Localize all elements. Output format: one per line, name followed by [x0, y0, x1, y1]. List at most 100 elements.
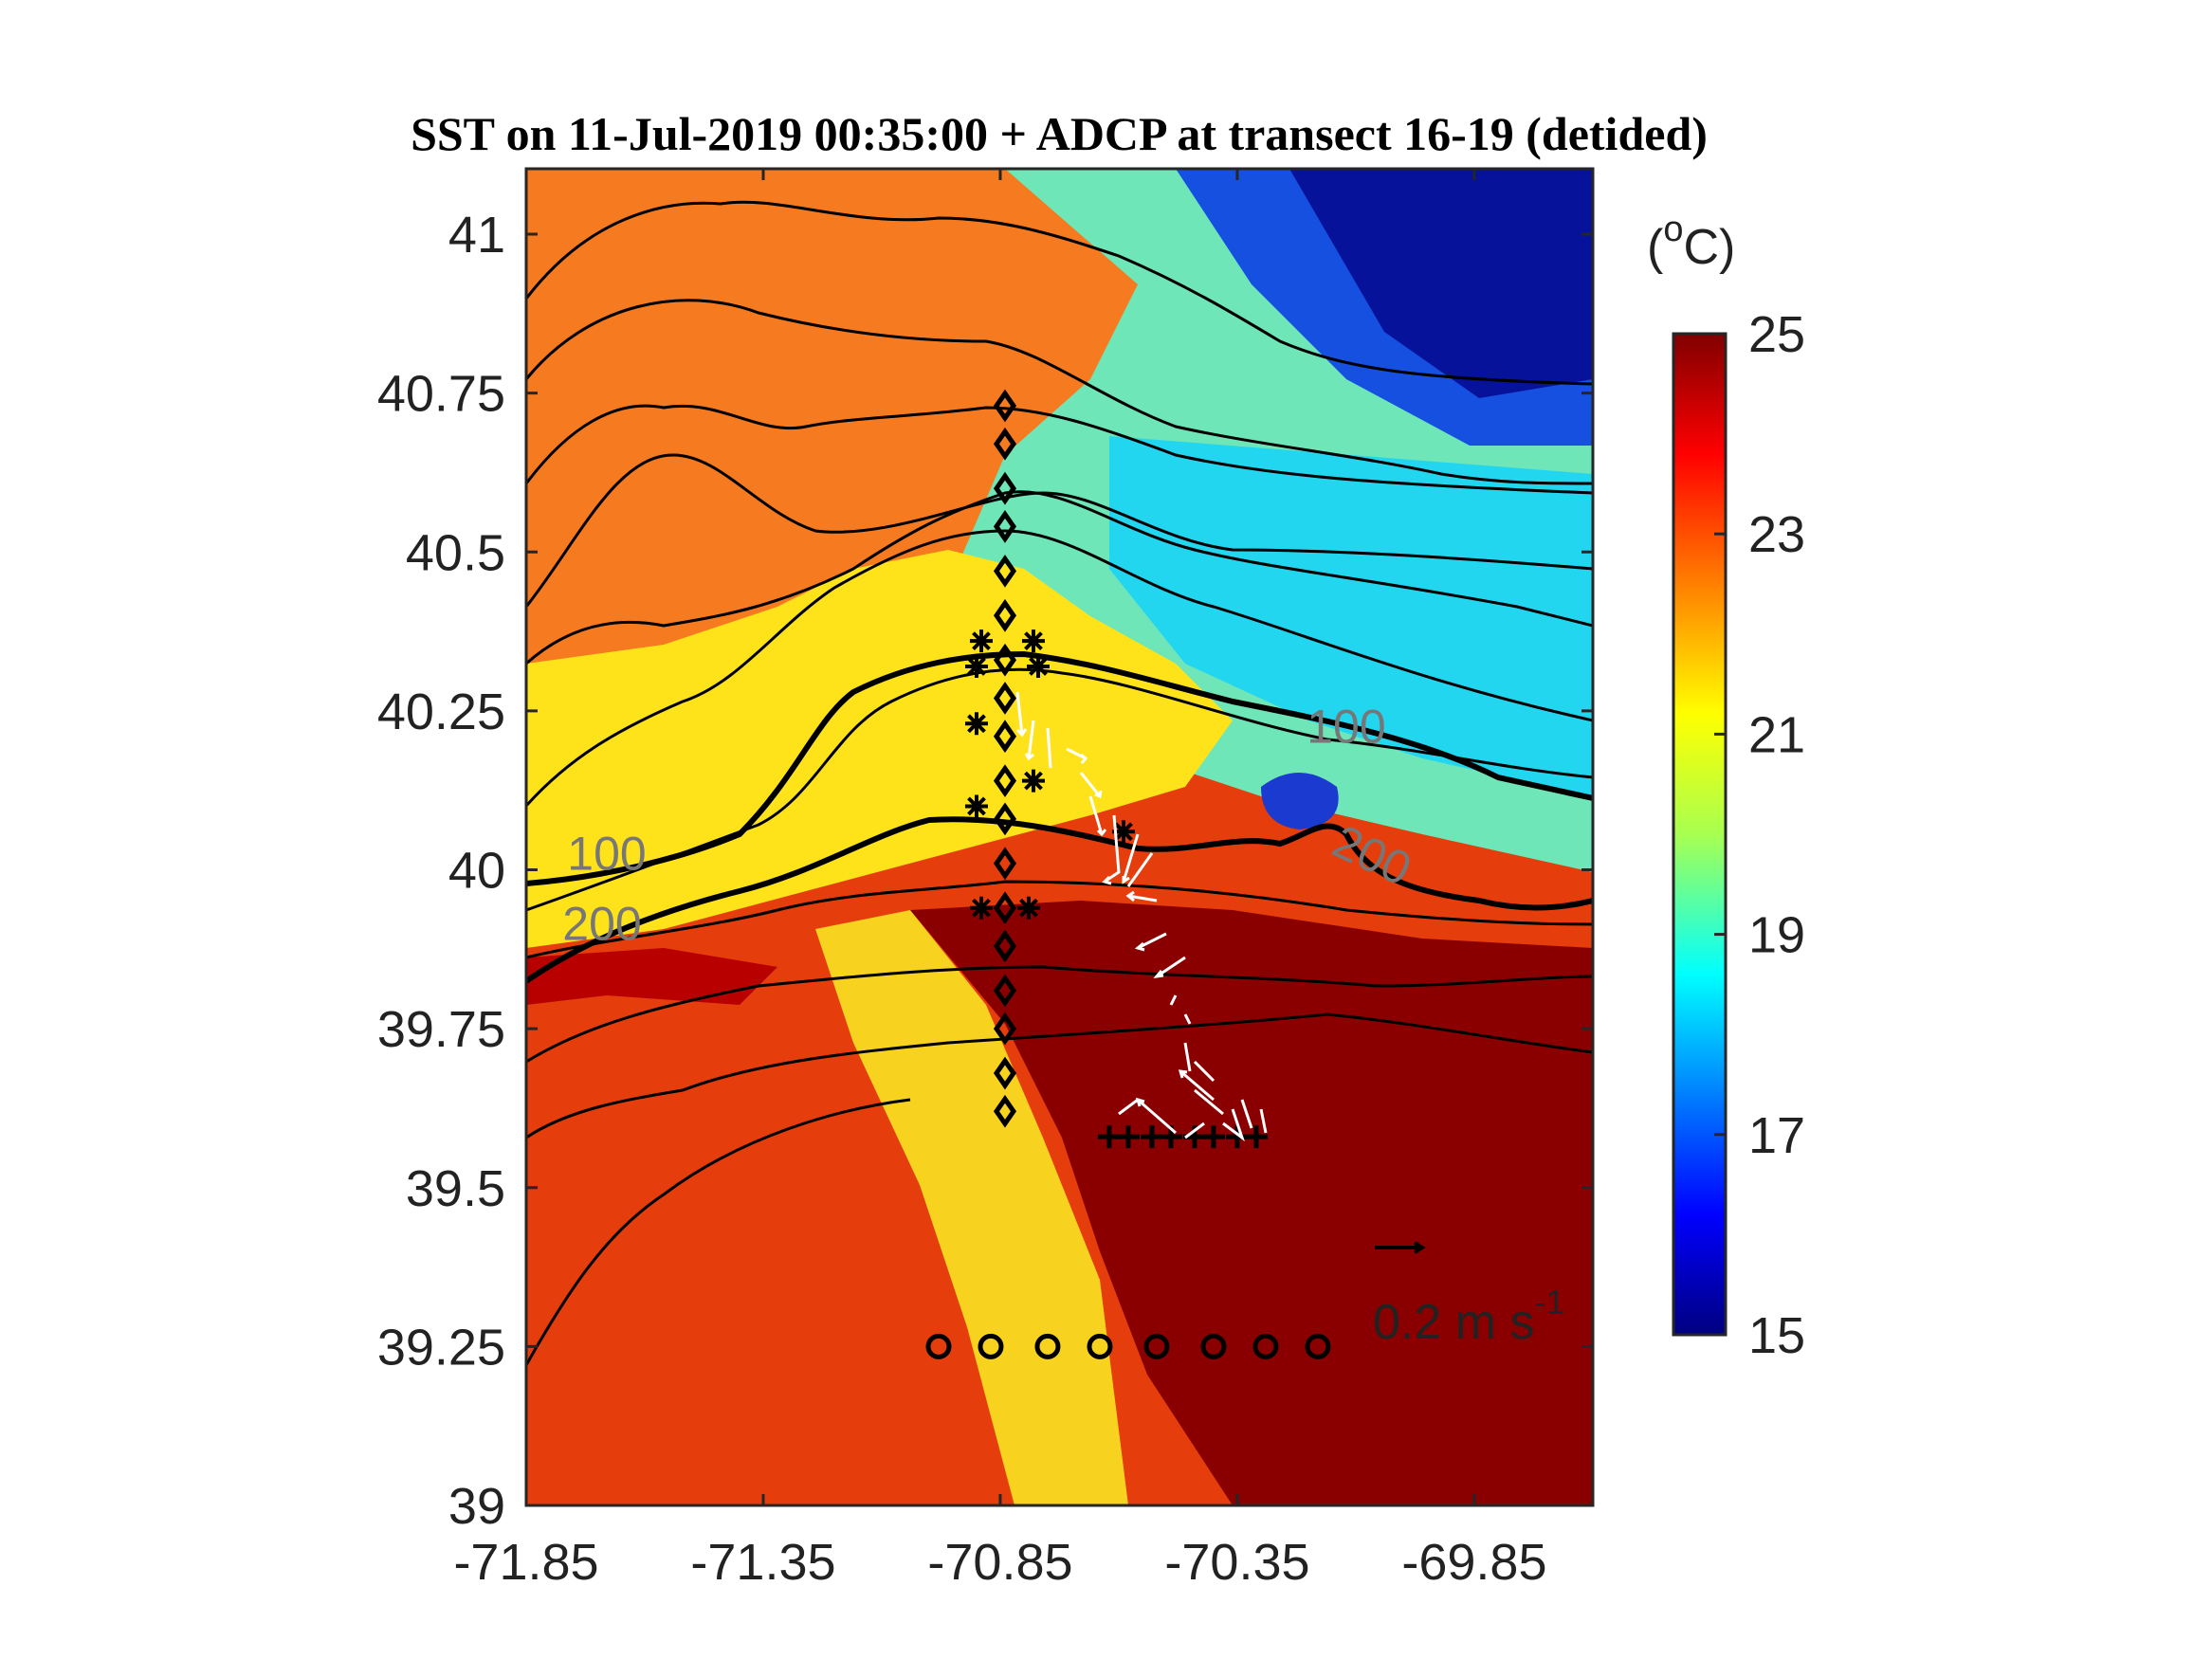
station-plus [1097, 1125, 1121, 1149]
station-diamond [993, 1012, 1017, 1046]
station-plus [1116, 1125, 1140, 1149]
contour-thin-11 [526, 1098, 911, 1366]
colorbar-tick-label: 17 [1748, 1107, 1805, 1164]
scale-arrow-exponent: -1 [1535, 1283, 1565, 1322]
chart-title: SST on 11-Jul-2019 00:35:00 + ADCP at tr… [411, 107, 1708, 160]
station-circle [1034, 1333, 1061, 1359]
sst-hot-core [910, 901, 1593, 1505]
station-diamond [993, 389, 1017, 423]
adcp-arrow [1125, 890, 1158, 902]
adcp-arrow [1183, 1042, 1216, 1083]
adcp-arrow [1134, 932, 1167, 952]
y-tick-label: 40.5 [406, 524, 505, 581]
x-tick-label: -70.85 [927, 1534, 1072, 1591]
contour-label: 100 [567, 828, 646, 881]
contour-thin-5 [526, 490, 1593, 665]
sst-cold-eddy [1261, 773, 1339, 830]
y-tick-label: 39 [448, 1478, 505, 1535]
y-tick-label: 41 [448, 207, 505, 264]
station-star [964, 654, 988, 678]
contour-thin-2 [526, 299, 1593, 485]
colorbar-tick-label: 19 [1748, 907, 1805, 964]
adcp-arrow [1015, 691, 1028, 738]
station-diamond [993, 598, 1017, 632]
station-diamond [993, 891, 1017, 925]
station-diamond [993, 510, 1017, 543]
station-diamond [993, 802, 1017, 836]
y-tick-label: 40 [448, 843, 505, 900]
contour-label: 200 [562, 897, 641, 950]
station-star [1021, 769, 1045, 793]
adcp-arrow [1194, 1088, 1245, 1142]
colorbar-label: (oC) [1647, 210, 1735, 275]
station-diamond [993, 929, 1017, 963]
adcp-arrow [1178, 1069, 1215, 1102]
x-tick-label: -70.35 [1164, 1534, 1309, 1591]
station-plus [1140, 1125, 1163, 1149]
adcp-arrow [1102, 814, 1121, 885]
adcp-arrow [1046, 727, 1052, 769]
station-star [1026, 654, 1050, 678]
colorbar-label-unit: C) [1683, 220, 1735, 275]
station-circle [1087, 1333, 1113, 1359]
station-circle [925, 1333, 952, 1359]
colorbar-label-open: ( [1647, 220, 1664, 275]
station-diamond [993, 1056, 1017, 1090]
station-diamond [993, 682, 1017, 715]
adcp-arrow [1024, 720, 1035, 761]
adcp-arrow [1079, 772, 1103, 799]
station-star [969, 629, 993, 653]
station-diamond [993, 974, 1017, 1008]
station-diamond [993, 427, 1017, 461]
adcp-arrow [1066, 747, 1088, 764]
station-star [964, 712, 988, 736]
station-diamond [993, 720, 1017, 754]
scale-arrow-shaft [1375, 1241, 1426, 1254]
contour-thin-10 [526, 1012, 1593, 1139]
x-tick-label: -69.85 [1401, 1534, 1546, 1591]
y-tick-label: 39.25 [377, 1319, 505, 1376]
adcp-arrow [1126, 852, 1154, 887]
y-tick-label: 39.75 [377, 1001, 505, 1058]
scale-arrow-label: 0.2 m s-1 [1373, 1283, 1565, 1350]
contour-thin-9 [526, 965, 1593, 1064]
contour-200-thick [526, 816, 1593, 984]
station-markers [925, 389, 1331, 1359]
y-tick-label: 40.25 [377, 684, 505, 740]
colorbar-tick-label: 21 [1748, 706, 1805, 763]
y-tick-label: 39.5 [406, 1160, 505, 1217]
station-star [1021, 629, 1045, 653]
adcp-velocity-arrows [1015, 691, 1268, 1142]
y-tick-label: 40.75 [377, 366, 505, 423]
scale-arrow: 0.2 m s-1 [1373, 1241, 1565, 1350]
contour-100-thick [526, 650, 1593, 886]
axes: -71.85 -71.35 -70.85 -70.35 -69.85 39 39.25 39.… [377, 169, 1593, 1591]
adcp-arrow [1184, 1099, 1268, 1139]
x-tick-label: -71.85 [453, 1534, 598, 1591]
station-star [1016, 896, 1040, 920]
station-diamond [993, 764, 1017, 798]
station-star [969, 896, 993, 920]
sst-hot-west [526, 948, 777, 1005]
scale-arrow-value: 0.2 m s [1373, 1295, 1535, 1350]
adcp-arrow [1122, 833, 1140, 884]
station-star [1111, 820, 1135, 844]
station-plus [1201, 1125, 1225, 1149]
station-circle [1143, 1333, 1170, 1359]
station-plus [1244, 1125, 1268, 1149]
station-diamond [993, 554, 1017, 588]
station-circle [978, 1333, 1004, 1359]
sst-coldest-core [1289, 169, 1593, 398]
colorbar-gradient [1672, 332, 1728, 1337]
station-star [964, 794, 988, 818]
colorbar-tick-label: 25 [1748, 306, 1805, 363]
station-diamond [993, 471, 1017, 505]
colorbar-ticks: 15 17 19 21 23 25 [1714, 306, 1805, 1364]
station-circle [1252, 1333, 1279, 1359]
station-diamond [993, 847, 1017, 881]
station-circle [1305, 1333, 1331, 1359]
colorbar-tick-label: 23 [1748, 506, 1805, 563]
sst-cyan-band [1109, 436, 1593, 796]
station-diamond [993, 643, 1017, 677]
plot-frame [524, 167, 1595, 1507]
